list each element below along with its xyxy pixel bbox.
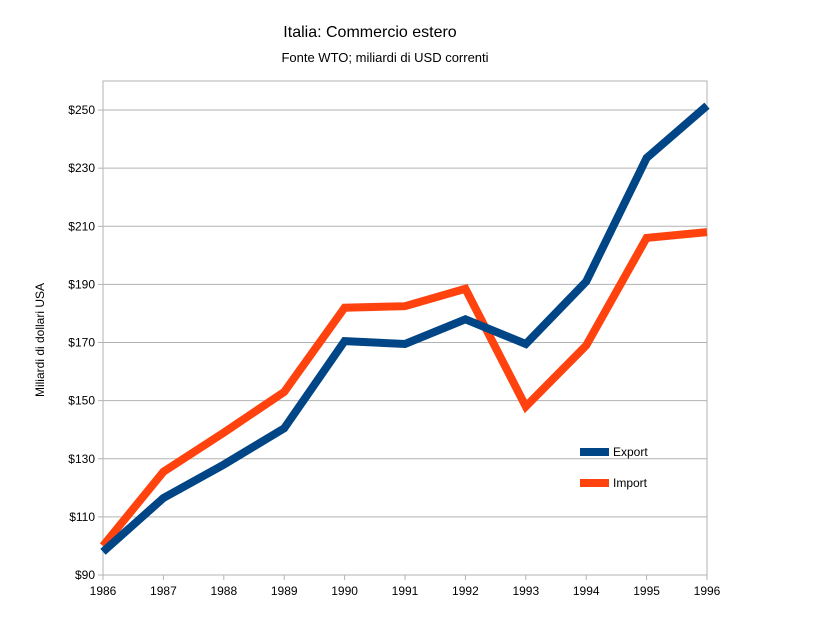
x-tick-label: 1989 — [271, 584, 298, 598]
x-tick-label: 1988 — [210, 584, 237, 598]
y-tick-label: $130 — [68, 452, 95, 466]
x-tick-label: 1995 — [633, 584, 660, 598]
x-tick-label: 1994 — [573, 584, 600, 598]
legend-label-export: Export — [613, 445, 648, 459]
x-tick-label: 1986 — [90, 584, 117, 598]
y-axis-label: Miliardi di dollari USA — [33, 283, 47, 397]
legend: Export Import — [580, 445, 648, 490]
y-tick-label: $210 — [68, 219, 95, 233]
x-tick-label: 1992 — [452, 584, 479, 598]
y-tick-label: $150 — [68, 394, 95, 408]
series-line-import — [99, 228, 708, 549]
y-tick-label: $250 — [68, 103, 95, 117]
chart-title: Italia: Commercio estero — [283, 24, 456, 41]
y-tick-label: $230 — [68, 161, 95, 175]
x-tick-label: 1993 — [512, 584, 539, 598]
plot-frame — [102, 80, 708, 576]
x-tick-label: 1996 — [694, 584, 721, 598]
x-tick-label: 1991 — [392, 584, 419, 598]
x-tick-label: 1990 — [331, 584, 358, 598]
legend-label-import: Import — [613, 476, 648, 490]
y-tick-label: $170 — [68, 336, 95, 350]
series — [99, 102, 710, 555]
x-tick-label: 1987 — [150, 584, 177, 598]
y-tick-label: $90 — [75, 568, 95, 582]
axes: $90 $110 $130 $150 $170 $190 $210 $230 $250 1986 1… — [68, 103, 720, 598]
series-line-export — [100, 102, 710, 555]
y-tick-label: $190 — [68, 277, 95, 291]
y-tick-label: $110 — [69, 510, 95, 524]
grid — [102, 80, 708, 576]
chart-subtitle: Fonte WTO; miliardi di USD correnti — [281, 50, 488, 65]
